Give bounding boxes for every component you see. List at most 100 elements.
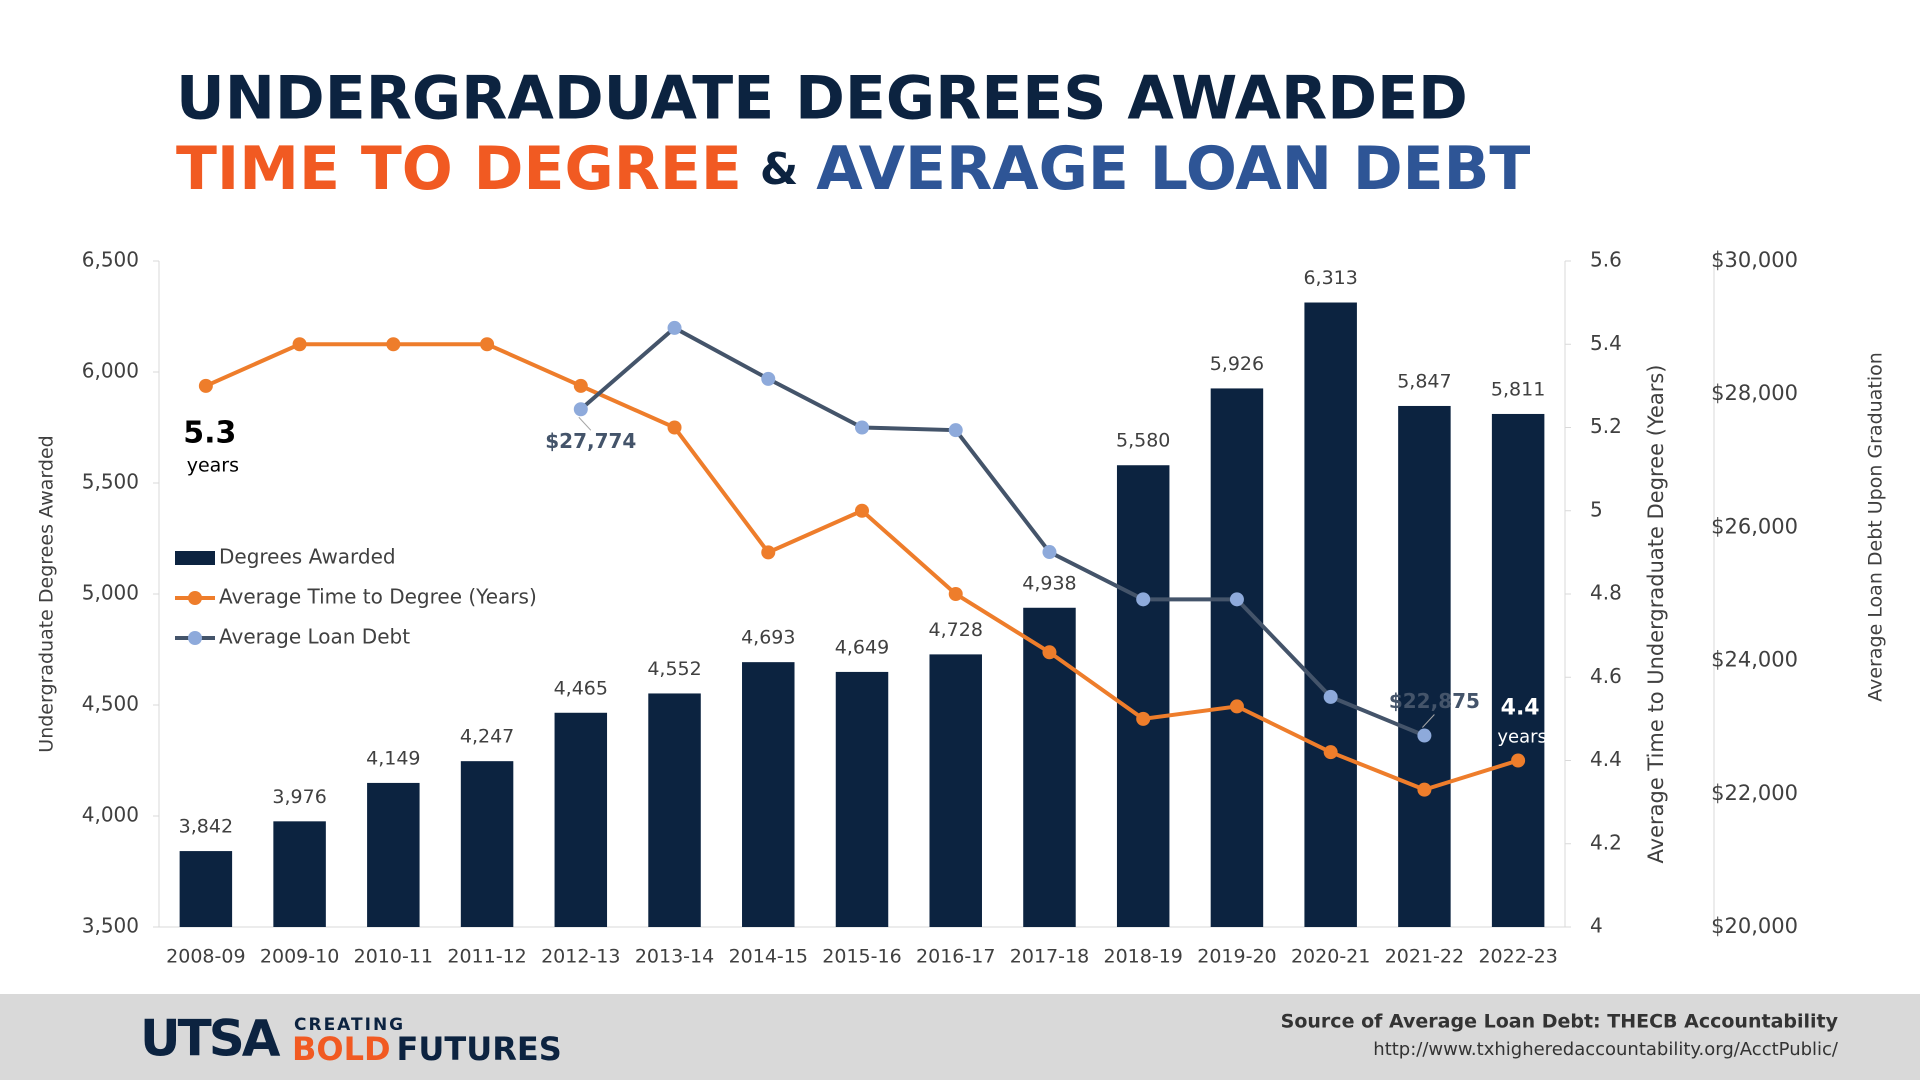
point bbox=[573, 402, 588, 417]
y3-tick-label: $20,000 bbox=[1711, 914, 1798, 938]
x-tick-label: 2017-18 bbox=[1010, 946, 1089, 968]
x-tick-label: 2009-10 bbox=[260, 946, 339, 968]
point bbox=[480, 337, 495, 352]
point-label: 4.4 bbox=[1501, 696, 1540, 721]
point-label: $27,774 bbox=[545, 429, 636, 453]
bar-label: 5,926 bbox=[1210, 353, 1264, 375]
y-tick-label: 4,000 bbox=[82, 803, 139, 827]
bar-label: 5,811 bbox=[1491, 378, 1545, 400]
point bbox=[1323, 745, 1338, 760]
point bbox=[1136, 592, 1151, 607]
chart-title: UNDERGRADUATE DEGREES AWARDED bbox=[176, 64, 1468, 134]
logo-word: FUTURES bbox=[397, 1030, 562, 1068]
y-tick-label: 6,000 bbox=[82, 359, 139, 383]
point bbox=[1417, 728, 1432, 743]
legend-label: Average Loan Debt bbox=[219, 625, 410, 649]
point bbox=[1229, 592, 1244, 607]
logo-word: BOLD bbox=[292, 1030, 391, 1068]
point bbox=[292, 337, 307, 352]
bar-label: 4,552 bbox=[647, 658, 701, 680]
bar bbox=[1023, 607, 1076, 927]
x-tick-label: 2011-12 bbox=[447, 946, 526, 968]
bar-label: 4,247 bbox=[460, 726, 514, 748]
x-tick-label: 2008-09 bbox=[166, 946, 245, 968]
point-label: 5.3 bbox=[183, 415, 236, 450]
bar bbox=[1491, 413, 1545, 927]
x-tick-label: 2010-11 bbox=[354, 946, 433, 968]
point bbox=[386, 337, 401, 352]
y3-tick-label: $24,000 bbox=[1711, 648, 1798, 672]
x-tick-label: 2021-22 bbox=[1385, 946, 1464, 968]
point bbox=[667, 320, 682, 335]
y-tick-label: 4,500 bbox=[82, 692, 139, 716]
point-note: years bbox=[187, 454, 239, 476]
y2-axis-title: Average Time to Undergraduate Degree (Ye… bbox=[1644, 365, 1668, 864]
point bbox=[1229, 699, 1244, 714]
label-leader bbox=[1422, 714, 1435, 728]
bar-label: 5,580 bbox=[1116, 430, 1170, 452]
bar bbox=[1304, 302, 1357, 927]
bar-label: 5,847 bbox=[1397, 370, 1451, 392]
y-tick-label: 5,500 bbox=[82, 470, 139, 494]
point bbox=[1136, 711, 1151, 726]
point bbox=[1042, 645, 1057, 660]
x-tick-label: 2012-13 bbox=[541, 946, 620, 968]
source: Source of Average Loan Debt: THECB Accou… bbox=[1281, 1011, 1839, 1033]
y2-tick-label: 4.4 bbox=[1590, 747, 1622, 771]
y2-tick-label: 4.8 bbox=[1590, 581, 1622, 605]
y-axis-title: Undergraduate Degrees Awarded bbox=[36, 435, 58, 752]
legend-swatch bbox=[188, 631, 202, 645]
point bbox=[1042, 545, 1057, 560]
footer-band bbox=[0, 994, 1920, 1080]
point bbox=[1323, 689, 1338, 704]
chart-subtitle: TIME TO DEGREE & AVERAGE LOAN DEBT bbox=[176, 134, 1530, 204]
bar-label: 6,313 bbox=[1303, 267, 1357, 289]
logo-tagline: BOLD FUTURES bbox=[292, 1030, 562, 1068]
y3-tick-label: $28,000 bbox=[1711, 381, 1798, 405]
point bbox=[198, 378, 213, 393]
point bbox=[855, 420, 869, 435]
bar bbox=[1210, 388, 1264, 928]
y3-tick-label: $30,000 bbox=[1711, 248, 1798, 272]
bar-label: 4,728 bbox=[929, 619, 983, 641]
legend-label: Average Time to Degree (Years) bbox=[219, 585, 537, 609]
y3-tick-label: $26,000 bbox=[1711, 514, 1798, 538]
bar-label: 4,649 bbox=[835, 636, 889, 658]
x-tick-label: 2013-14 bbox=[635, 946, 714, 968]
bar bbox=[1398, 405, 1451, 927]
point bbox=[573, 378, 588, 393]
bar bbox=[460, 761, 514, 927]
point bbox=[667, 420, 682, 435]
y2-tick-label: 5.4 bbox=[1590, 331, 1622, 355]
x-tick-label: 2019-20 bbox=[1197, 946, 1276, 968]
point bbox=[1417, 782, 1432, 797]
bar bbox=[554, 712, 608, 927]
bar-label: 4,465 bbox=[554, 677, 608, 699]
line bbox=[579, 325, 1426, 738]
y-tick-label: 5,000 bbox=[82, 581, 139, 605]
subtitle-part: AVERAGE LOAN DEBT bbox=[816, 134, 1530, 204]
point-label: $22,875 bbox=[1389, 689, 1480, 713]
legend-swatch bbox=[175, 551, 215, 565]
point bbox=[761, 545, 776, 560]
bar bbox=[742, 662, 795, 927]
legend-swatch bbox=[188, 591, 202, 605]
subtitle-joiner: & bbox=[760, 144, 798, 195]
y2-tick-label: 4 bbox=[1590, 914, 1603, 938]
subtitle-part: TIME TO DEGREE bbox=[176, 134, 742, 204]
y-tick-label: 6,500 bbox=[82, 248, 139, 272]
bar-label: 3,976 bbox=[272, 786, 326, 808]
point-note: years bbox=[1497, 727, 1547, 748]
y-tick-label: 3,500 bbox=[82, 914, 139, 938]
x-tick-label: 2022-23 bbox=[1478, 946, 1557, 968]
bar bbox=[273, 821, 326, 927]
point bbox=[948, 423, 963, 438]
x-tick-label: 2018-19 bbox=[1104, 946, 1183, 968]
x-tick-label: 2014-15 bbox=[729, 946, 808, 968]
point bbox=[1511, 753, 1526, 768]
y2-tick-label: 5.2 bbox=[1590, 414, 1622, 438]
source-url: http://www.txhigheredaccountability.org/… bbox=[1373, 1039, 1839, 1060]
y3-axis-title: Average Loan Debt Upon Graduation bbox=[1865, 352, 1887, 702]
bar bbox=[179, 851, 233, 927]
